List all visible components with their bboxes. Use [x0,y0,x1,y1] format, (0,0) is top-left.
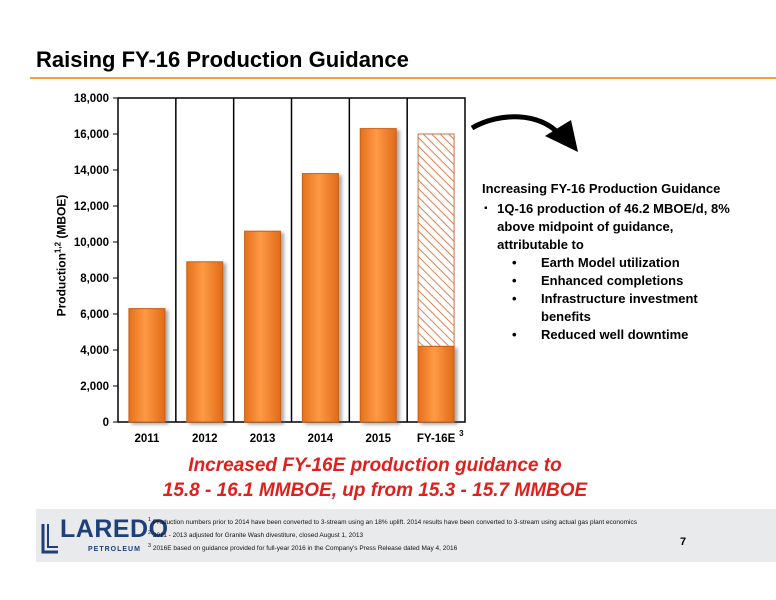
logo-subtitle: PETROLEUM [88,546,141,553]
y-tick-label: 2,000 [80,381,109,393]
square-bullet-icon: ▪ [484,203,488,214]
footnote: 1 Production numbers prior to 2014 have … [148,517,638,527]
bar [417,345,455,423]
x-tick-label: 2011 [134,433,160,445]
footnote: 3 2016E based on guidance provided for f… [148,543,458,553]
page-number: 7 [680,536,687,548]
sub-bullet: • Enhanced completions [482,272,742,290]
footer-band [36,509,776,562]
footnote: 2 2011 - 2013 adjusted for Granite Wash … [148,530,364,540]
guidance-bullets: Increasing FY-16 Production Guidance ▪ 1… [482,180,742,344]
sub-bullet-text: Earth Model utilization [541,255,680,270]
bar [244,230,282,423]
sub-bullet: • Reduced well downtime [482,326,742,344]
y-tick-label: 18,000 [74,93,109,105]
x-tick-label: 2015 [365,433,391,445]
dot-bullet-icon: • [512,327,517,342]
y-tick-label: 16,000 [74,129,109,141]
x-tick-label: 2013 [250,433,276,445]
bar [301,173,339,423]
y-tick-label: 12,000 [74,201,109,213]
x-tick-label: 2014 [308,433,334,445]
bar [186,261,224,423]
dot-bullet-icon: • [512,273,517,288]
x-tick-label: 2012 [192,433,218,445]
bullet-main: ▪ 1Q-16 production of 46.2 MBOE/d, 8% ab… [482,200,742,254]
sub-bullet: • Infrastructure investment benefits [482,290,742,326]
page-title: Raising FY-16 Production Guidance [36,47,409,72]
y-tick-label: 0 [103,417,109,429]
logo-mark-icon [41,524,58,554]
sub-bullet-text: Enhanced completions [541,273,684,288]
logo-wordmark: LAREDO [60,515,169,543]
y-tick-label: 6,000 [80,309,109,321]
bar [359,128,397,423]
y-tick-label: 10,000 [74,237,109,249]
dot-bullet-icon: • [512,291,517,306]
arrowhead-icon [545,120,578,152]
callout-line-1: Increased FY-16E production guidance to [188,455,562,476]
bullets-heading: Increasing FY-16 Production Guidance [482,181,721,196]
y-tick-label: 4,000 [80,345,109,357]
curved-arrow-icon [470,114,562,137]
sub-bullet-text: Infrastructure investment benefits [541,291,698,324]
y-tick-label: 14,000 [74,165,109,177]
x-tick-label: FY-16E [417,433,456,445]
guidance-range-bar [417,133,455,347]
y-axis-label: Production1,2 (MBOE) [53,194,69,317]
sub-bullet: • Earth Model utilization [482,254,742,272]
y-tick-label: 8,000 [80,273,109,285]
bullet-main-text: 1Q-16 production of 46.2 MBOE/d, 8% abov… [497,201,730,252]
dot-bullet-icon: • [512,255,517,270]
bar [128,308,166,423]
company-logo: LAREDO PETROLEUM [40,514,168,558]
callout-line-2: 15.8 - 16.1 MMBOE, up from 15.3 - 15.7 M… [162,480,588,501]
sub-bullet-text: Reduced well downtime [541,327,689,342]
title-divider [30,77,776,79]
guidance-callout: Increased FY-16E production guidance to … [130,453,620,503]
x-tick-superscript: 3 [459,429,464,438]
footnotes: 1 Production numbers prior to 2014 have … [148,515,637,554]
